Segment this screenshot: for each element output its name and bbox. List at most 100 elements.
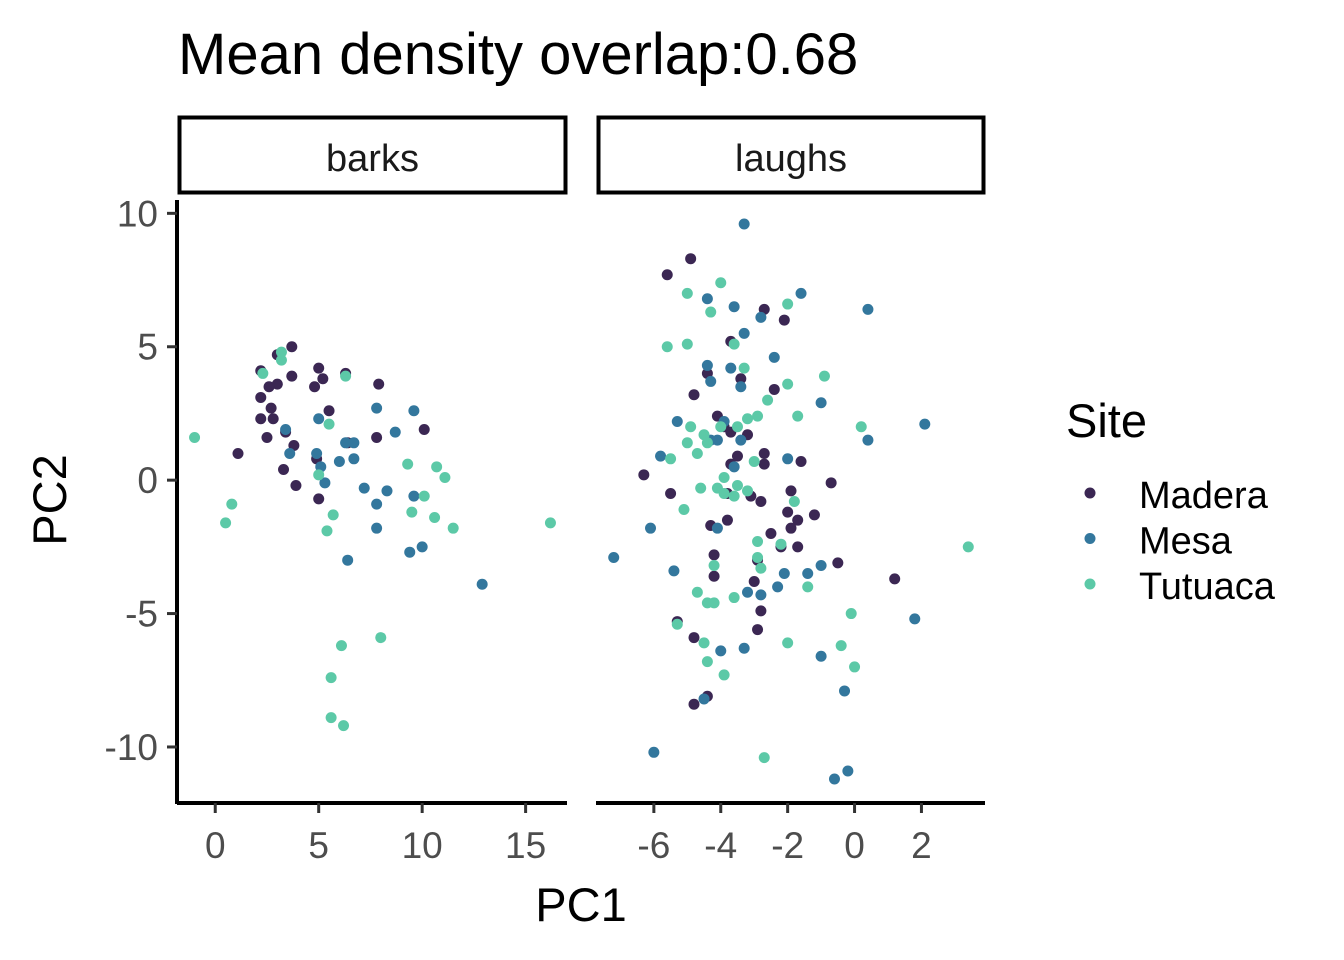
data-point xyxy=(701,359,713,371)
data-point xyxy=(725,362,737,374)
data-point xyxy=(319,477,331,489)
data-point xyxy=(715,645,727,657)
data-point xyxy=(718,669,730,681)
data-point xyxy=(286,341,298,353)
data-point xyxy=(681,338,693,350)
data-point xyxy=(795,455,807,467)
data-point xyxy=(340,437,352,449)
data-point xyxy=(338,720,350,732)
data-point xyxy=(335,640,347,652)
y-tick-label: -5 xyxy=(125,594,158,635)
data-point xyxy=(755,589,767,601)
data-point xyxy=(735,373,747,385)
data-point xyxy=(342,554,354,566)
data-point xyxy=(608,552,620,564)
data-point xyxy=(418,423,430,435)
series-madera xyxy=(638,253,901,710)
data-point xyxy=(313,469,325,481)
data-point xyxy=(265,402,277,414)
data-point xyxy=(721,514,733,526)
legend-label-tutuaca: Tutuaca xyxy=(1139,566,1276,608)
data-point xyxy=(313,362,325,374)
data-point xyxy=(695,482,707,494)
data-point xyxy=(842,765,854,777)
x-tick-label: 5 xyxy=(308,825,329,866)
legend-label-madera: Madera xyxy=(1139,475,1269,517)
data-point xyxy=(728,301,740,313)
data-point xyxy=(313,413,325,425)
data-point xyxy=(792,541,804,553)
data-point xyxy=(768,351,780,363)
data-point xyxy=(375,632,387,644)
series-tutuaca xyxy=(189,346,556,732)
data-point xyxy=(715,421,727,433)
data-point xyxy=(323,418,335,430)
data-point xyxy=(862,303,874,315)
data-point xyxy=(447,522,459,534)
data-point xyxy=(638,469,650,481)
data-point xyxy=(792,410,804,422)
data-point xyxy=(678,504,690,516)
legend-label-mesa: Mesa xyxy=(1139,521,1233,563)
data-point xyxy=(671,415,683,427)
data-point xyxy=(544,517,556,529)
x-tick-label: 0 xyxy=(844,825,865,866)
data-point xyxy=(685,253,697,265)
data-point xyxy=(755,605,767,617)
data-point xyxy=(738,327,750,339)
data-point xyxy=(862,434,874,446)
data-point xyxy=(348,453,360,465)
data-point xyxy=(731,479,743,491)
data-point xyxy=(815,397,827,409)
data-point xyxy=(220,517,232,529)
data-point xyxy=(429,512,441,524)
data-point xyxy=(782,637,794,649)
data-point xyxy=(785,522,797,534)
data-point xyxy=(742,413,754,425)
data-point xyxy=(325,712,337,724)
data-point xyxy=(818,370,830,382)
data-point xyxy=(919,418,931,430)
data-point xyxy=(406,506,418,518)
x-tick-label: 0 xyxy=(205,825,226,866)
data-point xyxy=(371,522,383,534)
data-point xyxy=(728,461,740,473)
data-point xyxy=(762,394,774,406)
data-point xyxy=(691,447,703,459)
data-point xyxy=(742,586,754,598)
data-point xyxy=(278,463,290,475)
data-point xyxy=(327,509,339,521)
data-point xyxy=(718,487,730,499)
data-point xyxy=(828,773,840,785)
data-point xyxy=(698,693,710,705)
data-point xyxy=(701,656,713,668)
panel-barks: barks 0 5 10 15 xyxy=(177,115,568,866)
data-point xyxy=(711,522,723,534)
data-point xyxy=(476,578,488,590)
data-point xyxy=(735,381,747,393)
data-point xyxy=(835,640,847,652)
data-point xyxy=(267,413,279,425)
data-point xyxy=(263,381,275,393)
data-point xyxy=(738,362,750,374)
data-point xyxy=(701,293,713,305)
data-point xyxy=(715,277,727,289)
data-point xyxy=(792,514,804,526)
data-point xyxy=(348,437,360,449)
data-point xyxy=(255,413,267,425)
legend-key-madera xyxy=(1084,487,1096,499)
data-point xyxy=(755,562,767,574)
data-point xyxy=(309,381,321,393)
series-mesa xyxy=(280,402,488,590)
data-point xyxy=(752,552,764,564)
data-point xyxy=(752,536,764,548)
data-point xyxy=(731,450,743,462)
y-tick-label: 5 xyxy=(137,327,158,368)
data-point xyxy=(275,346,287,358)
data-point xyxy=(698,637,710,649)
data-point xyxy=(371,498,383,510)
data-point xyxy=(311,447,323,459)
data-point xyxy=(681,287,693,299)
facet-strip-label: laughs xyxy=(735,138,847,180)
